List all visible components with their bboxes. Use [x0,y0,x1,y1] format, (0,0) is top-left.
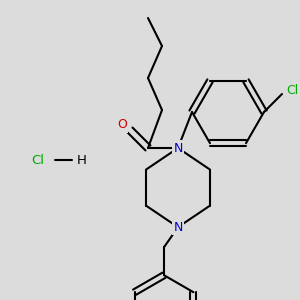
Text: Cl: Cl [32,154,44,166]
Text: H: H [77,154,87,166]
Text: O: O [117,118,127,131]
Text: Cl: Cl [286,83,298,97]
Text: N: N [173,142,183,154]
Text: N: N [173,221,183,234]
